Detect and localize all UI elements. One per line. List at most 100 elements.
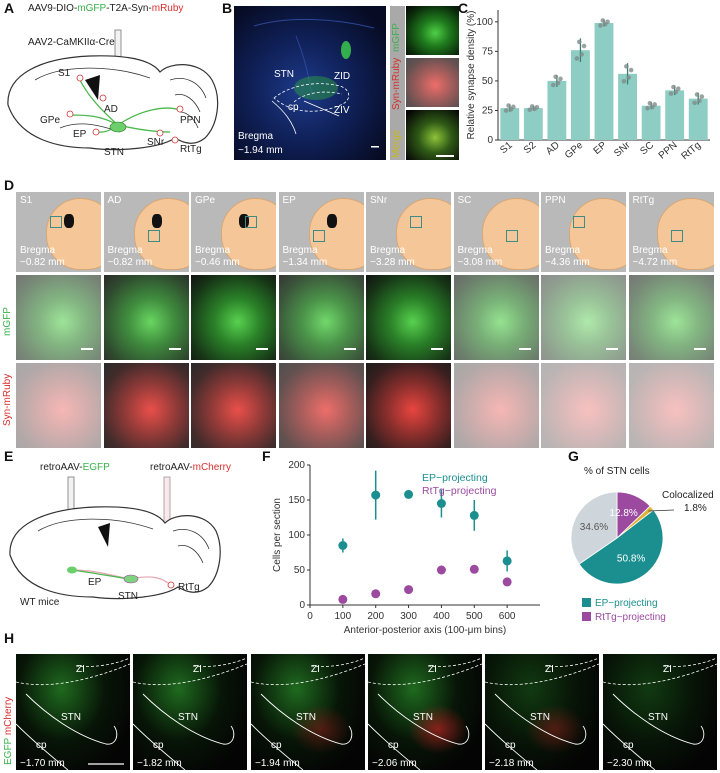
f-legend-rttg: RtTg−projecting — [422, 485, 497, 497]
c-y-axis-label: Relative synapse density (%) — [466, 11, 477, 140]
h-label-zi: ZI — [76, 664, 85, 675]
d-bregma-word-SC: Bregma — [457, 245, 493, 256]
d-region-label-SNr: SNr — [370, 195, 388, 206]
g-label-rttg: 12.8% — [609, 508, 637, 519]
c-point-S1 — [506, 103, 511, 108]
e-virus2-prefix: retroAAV- — [150, 462, 193, 473]
h-image-4: ZI STN cp −2.18 mm — [485, 654, 600, 770]
d-region-label-S1: S1 — [20, 195, 33, 206]
c-bar-S1 — [500, 108, 520, 140]
h-stn-boundary — [377, 693, 470, 745]
panel-a-virus1: AAV9-DIO-mGFP-T2A-Syn-mRuby — [28, 3, 183, 14]
b-side-mgfp: mGFP — [391, 23, 402, 52]
panel-b-image: STN ZID cp ZIV Bregma −1.94 mm — [234, 6, 386, 160]
c-point-SNr — [624, 64, 629, 69]
f-point-rttg — [502, 577, 512, 587]
f-y-tick-label: 0 — [299, 600, 305, 611]
c-bar-SC — [641, 105, 661, 140]
c-bar-EP — [594, 23, 614, 140]
f-x-tick-label: 200 — [367, 611, 384, 622]
d-atlas-ventricle-S1 — [64, 214, 74, 228]
g-label-other: 34.6% — [580, 522, 608, 533]
d-atlas-roi-S1 — [50, 216, 62, 228]
b-label-cp: cp — [288, 102, 299, 113]
c-point-GPe — [574, 56, 580, 61]
d-mgfp-image-RtTg — [628, 275, 714, 360]
h-label-stn: STN — [296, 712, 316, 723]
g-slice-2 — [578, 509, 664, 585]
h-label-cp: cp — [271, 740, 282, 751]
h-bregma-4: −2.18 mm — [489, 758, 534, 769]
c-point-PPN — [671, 84, 676, 90]
e-virus1-fp: EGFP — [82, 462, 110, 473]
g-legend-ep: EP−projecting — [595, 598, 658, 609]
c-x-tick-label-AD: AD — [544, 140, 562, 157]
d-ruby-image-SC — [453, 363, 539, 448]
d-region-label-GPe: GPe — [195, 195, 216, 206]
d-region-label-PPN: PPN — [545, 195, 566, 206]
g-coloc-leader — [648, 509, 675, 512]
h-zi-boundary — [133, 663, 248, 686]
d-bregma-word-SNr: Bregma — [370, 245, 406, 256]
ventricle — [85, 75, 100, 100]
injection-glow — [341, 41, 351, 59]
panel-e-brain-diagram: EP RtTg STN WT mice — [9, 476, 221, 608]
d-bregma-value-EP: −1.34 mm — [282, 257, 328, 268]
b-bregma-value: −1.94 mm — [238, 145, 283, 156]
e-virus2-fp: mCherry — [192, 462, 231, 473]
d-atlas-ventricle-GPe — [239, 214, 249, 228]
f-point-ep — [371, 490, 381, 500]
d-bregma-word-RtTg: Bregma — [632, 245, 668, 256]
f-point-rttg — [371, 589, 381, 599]
f-point-ep — [404, 489, 414, 499]
d-mgfp-scalebar-EP — [343, 348, 356, 350]
f-x-tick-label: 100 — [335, 611, 352, 622]
d-ruby-image-PPN — [541, 363, 626, 448]
d-mgfp-scalebar-SNr — [431, 348, 443, 350]
f-legend-ep: EP−projecting — [422, 472, 488, 484]
d-bregma-value-AD: −0.82 mm — [107, 257, 153, 268]
d-atlas-RtTg: RtTg Bregma −4.72 mm — [628, 192, 714, 272]
h-bregma-3: −2.06 mm — [372, 758, 417, 769]
d-atlas-section-PPN — [569, 198, 626, 270]
d-atlas-ventricle-EP — [326, 214, 337, 228]
h-label-cp: cp — [623, 740, 634, 751]
c-point-SC — [647, 100, 653, 106]
d-region-label-AD: AD — [107, 195, 122, 206]
d-bregma-value-SNr: −3.28 mm — [370, 257, 415, 268]
c-point-S2 — [534, 104, 540, 110]
panel-d-letter: D — [4, 177, 15, 193]
f-y-tick-label: 100 — [288, 530, 305, 541]
d-ruby-image-S1 — [16, 363, 101, 448]
f-point-rttg — [404, 585, 414, 595]
c-point-AD — [550, 82, 556, 88]
region-gpe: GPe — [40, 115, 60, 126]
h-red-signal-2 — [290, 704, 351, 754]
h-zi-boundary — [250, 663, 365, 686]
h-side-egfp: EGFP — [3, 737, 14, 765]
h-cp-boundary — [250, 723, 303, 770]
e-label-stn: STN — [118, 591, 138, 602]
g-legend-swatch-ep — [582, 598, 591, 607]
c-y-tick-label: 0 — [487, 135, 493, 146]
c-point-RtTg — [697, 98, 702, 104]
d-row-label-mgfp: mGFP — [2, 307, 13, 336]
d-mgfp-scalebar-PPN — [606, 348, 618, 350]
d-ruby-image-RtTg — [628, 363, 714, 448]
b-ruby-image — [406, 58, 459, 107]
panel-e-virus1: retroAAV-EGFP — [40, 462, 110, 473]
h-zi-boundary — [16, 663, 130, 686]
c-point-GPe — [579, 52, 584, 57]
d-atlas-SNr: SNr Bregma −3.28 mm — [366, 192, 451, 272]
region-ep: EP — [73, 129, 87, 140]
d-region-label-SC: SC — [457, 195, 472, 206]
d-bregma-value-SC: −3.08 mm — [457, 257, 503, 268]
d-ruby-image-EP — [278, 363, 364, 448]
c-x-tick-label-S2: S2 — [522, 140, 539, 157]
panel-f-letter: F — [262, 448, 271, 464]
h-stn-boundary — [260, 693, 352, 745]
d-bregma-value-PPN: −4.36 mm — [545, 257, 590, 268]
h-image-1: ZI STN cp −1.82 mm — [133, 654, 248, 770]
c-point-GPe — [576, 39, 582, 45]
c-point-AD — [553, 74, 558, 80]
